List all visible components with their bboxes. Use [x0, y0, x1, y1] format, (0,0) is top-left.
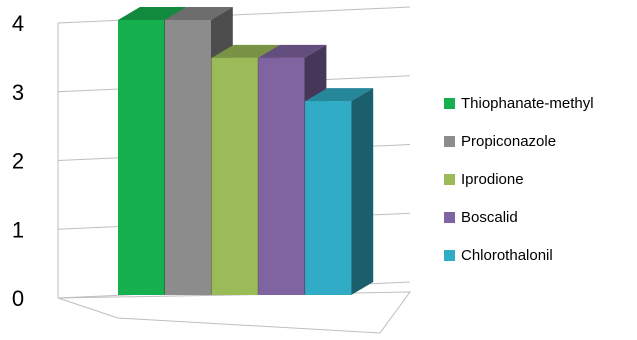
- bar-front-overlay: [305, 101, 352, 295]
- legend-label: Chlorothalonil: [461, 247, 553, 264]
- legend-swatch: [444, 136, 455, 147]
- bar-side: [351, 88, 374, 295]
- legend-item: Propiconazole: [444, 133, 556, 150]
- bar-top: [164, 7, 233, 20]
- legend-item: Chlorothalonil: [444, 247, 553, 264]
- legend: Thiophanate-methyl Propiconazole Iprodione…: [444, 95, 594, 264]
- gridline: [57, 6, 411, 24]
- bar-top: [258, 44, 327, 58]
- bar-top: [118, 7, 186, 20]
- legend-label: Thiophanate-methyl: [461, 95, 594, 112]
- y-axis-ticks: 0 1 2 3 4: [12, 11, 24, 311]
- legend-item: Thiophanate-methyl: [444, 95, 594, 112]
- y-tick-label: 1: [12, 217, 24, 242]
- bar-front-overlay: [164, 20, 211, 295]
- legend-swatch: [444, 250, 455, 261]
- legend-label: Iprodione: [461, 171, 524, 188]
- bar-front-overlay: [118, 20, 164, 295]
- y-tick-label: 4: [12, 11, 24, 36]
- legend-swatch: [444, 98, 455, 109]
- y-tick-label: 2: [12, 149, 24, 174]
- legend-item: Iprodione: [444, 171, 524, 188]
- bar-top: [305, 88, 374, 102]
- floor: [57, 291, 411, 334]
- y-tick-label: 3: [12, 80, 24, 105]
- legend-label: Boscalid: [461, 209, 518, 226]
- legend-swatch: [444, 174, 455, 185]
- bar-top: [211, 44, 280, 58]
- legend-item: Boscalid: [444, 209, 518, 226]
- y-tick-label: 0: [12, 286, 24, 311]
- bar-front-overlay: [211, 57, 258, 295]
- legend-label: Propiconazole: [461, 133, 556, 150]
- legend-swatch: [444, 212, 455, 223]
- bar-front-overlay: [258, 57, 305, 295]
- bars: [118, 7, 374, 295]
